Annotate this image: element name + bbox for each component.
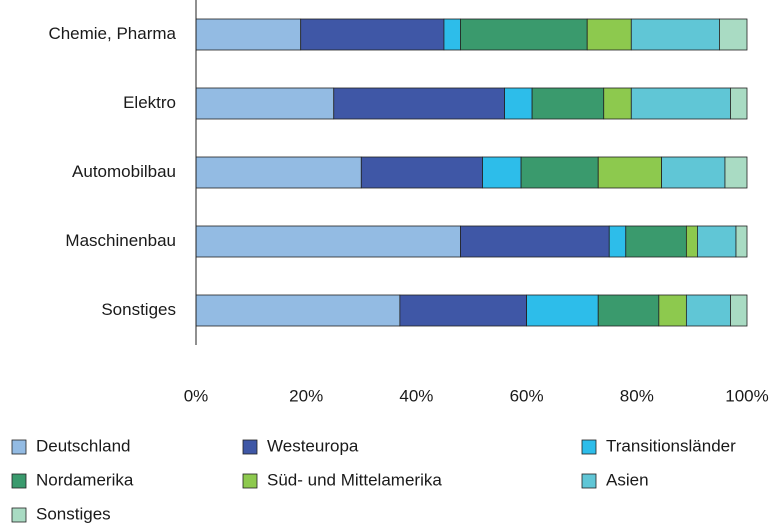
y-tick-label: Sonstiges xyxy=(101,300,176,319)
x-tick-label: 20% xyxy=(289,386,323,405)
bar-segment xyxy=(460,225,610,258)
bar-segment xyxy=(443,18,461,51)
bar-segment xyxy=(195,87,335,120)
bar-segment xyxy=(724,156,748,189)
x-tick-label: 100% xyxy=(725,386,768,405)
legend-label: Sonstiges xyxy=(36,504,111,523)
bar-segment xyxy=(195,156,362,189)
bar-segment xyxy=(504,87,533,120)
bar-segment xyxy=(685,225,698,258)
legend-swatch xyxy=(242,439,258,455)
bar-segment xyxy=(719,18,748,51)
legend-swatch xyxy=(581,439,597,455)
bar-segment xyxy=(195,225,461,258)
bar-segment xyxy=(399,294,527,327)
bar-segment xyxy=(460,18,588,51)
x-tick-label: 40% xyxy=(399,386,433,405)
bar-segment xyxy=(597,294,660,327)
bar-segment xyxy=(630,87,731,120)
y-tick-label: Automobilbau xyxy=(72,162,176,181)
legend-label: Westeuropa xyxy=(267,436,359,455)
bar-segment xyxy=(658,294,687,327)
x-tick-label: 80% xyxy=(620,386,654,405)
legend-swatch xyxy=(11,439,27,455)
legend-swatch xyxy=(242,473,258,489)
bar-segment xyxy=(625,225,687,258)
bar-segment xyxy=(300,18,445,51)
legend-label: Nordamerika xyxy=(36,470,134,489)
bar-segment xyxy=(685,294,731,327)
bar-segment xyxy=(482,156,522,189)
legend-label: Asien xyxy=(606,470,649,489)
bar-segment xyxy=(597,156,662,189)
bar-segment xyxy=(661,156,726,189)
bar-segment xyxy=(608,225,627,258)
bar-segment xyxy=(195,18,302,51)
bar-segment xyxy=(520,156,599,189)
bar-segment xyxy=(526,294,599,327)
legend-swatch xyxy=(581,473,597,489)
legend-swatch xyxy=(11,507,27,523)
legend-label: Deutschland xyxy=(36,436,131,455)
legend-label: Transitionsländer xyxy=(606,436,736,455)
y-tick-label: Maschinenbau xyxy=(65,231,176,250)
y-tick-label: Chemie, Pharma xyxy=(48,24,176,43)
bar-segment xyxy=(333,87,505,120)
bar-segment xyxy=(603,87,632,120)
x-tick-label: 60% xyxy=(510,386,544,405)
bar-segment xyxy=(531,87,605,120)
bar-segment xyxy=(360,156,483,189)
legend-swatch xyxy=(11,473,27,489)
bar-segment xyxy=(735,225,748,258)
x-tick-label: 0% xyxy=(184,386,209,405)
bar-segment xyxy=(195,294,401,327)
bar-segment xyxy=(697,225,737,258)
bar-segment xyxy=(586,18,632,51)
y-tick-label: Elektro xyxy=(123,93,176,112)
bar-segment xyxy=(630,18,720,51)
legend-label: Süd- und Mittelamerika xyxy=(267,470,442,489)
bar-segment xyxy=(730,294,748,327)
bar-segment xyxy=(730,87,748,120)
